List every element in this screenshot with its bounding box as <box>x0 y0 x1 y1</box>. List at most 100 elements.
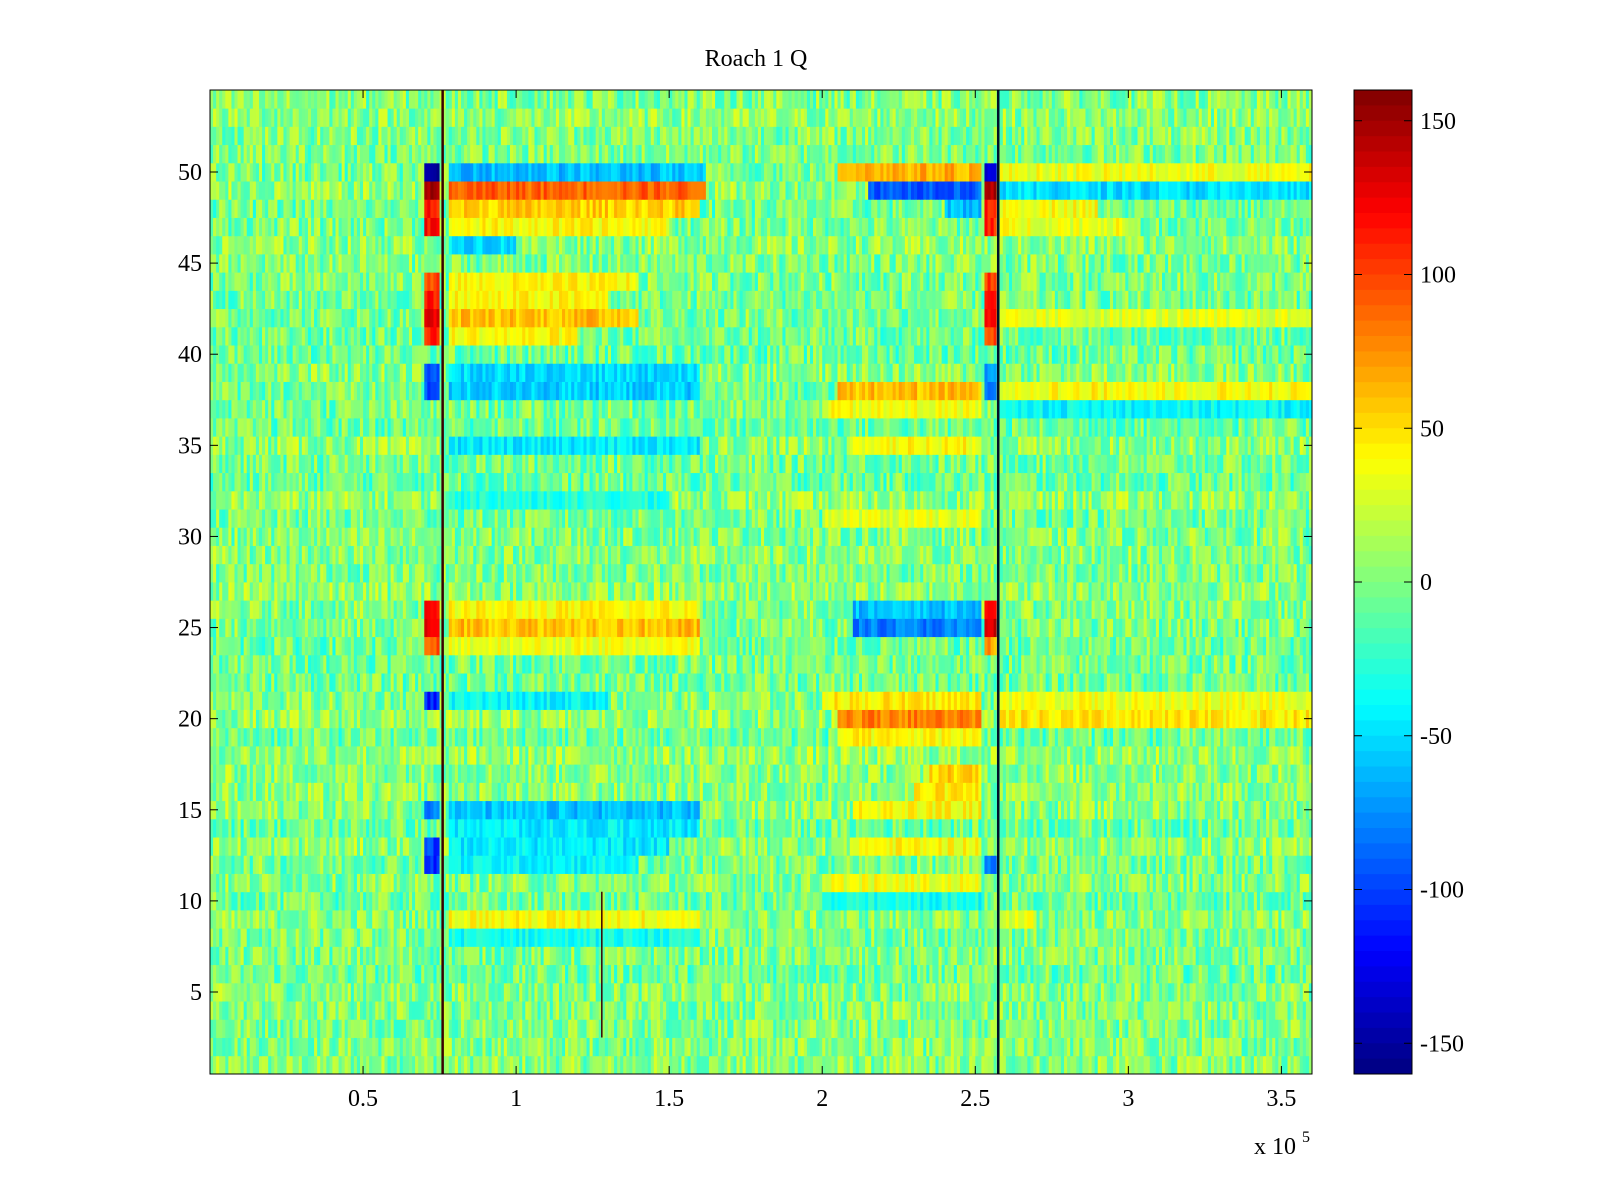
heatmap-cell <box>736 982 740 1002</box>
heatmap-cell <box>1299 910 1304 929</box>
heatmap-cell <box>797 818 802 838</box>
heatmap-cell <box>1207 1001 1212 1020</box>
heatmap-cell <box>1122 1019 1126 1038</box>
heatmap-cell <box>335 855 339 874</box>
heatmap-cell <box>427 873 431 893</box>
heatmap-cell <box>935 837 939 856</box>
heatmap-cell <box>978 837 982 856</box>
heatmap-cell <box>635 1055 639 1075</box>
heatmap-cell <box>858 837 863 856</box>
heatmap-cell <box>271 964 275 984</box>
heatmap-cell <box>712 1037 716 1057</box>
heatmap-cell <box>234 910 238 929</box>
heatmap-cell <box>825 964 829 984</box>
heatmap-cell <box>457 891 462 911</box>
heatmap-cell <box>871 1001 875 1020</box>
heatmap-cell <box>470 1037 474 1057</box>
heatmap-cell <box>558 1019 563 1038</box>
heatmap-cell <box>1027 964 1031 984</box>
heatmap-cell <box>387 910 391 929</box>
heatmap-cell <box>1278 1001 1282 1020</box>
heatmap-cell <box>1259 1055 1264 1075</box>
heatmap-cell <box>586 1001 590 1020</box>
heatmap-cell <box>378 1037 382 1057</box>
heatmap-cell <box>479 946 483 966</box>
heatmap-cell <box>1299 1019 1304 1038</box>
heatmap-cell <box>816 891 820 911</box>
heatmap-cell <box>216 910 220 929</box>
heatmap-cell <box>730 1037 734 1057</box>
heatmap-cell <box>1250 1037 1255 1057</box>
heatmap-cell <box>687 837 691 856</box>
heatmap-cell <box>341 982 346 1002</box>
heatmap-cell <box>1302 946 1307 966</box>
heatmap-cell <box>485 837 489 856</box>
heatmap-cell <box>1168 837 1172 856</box>
heatmap-cell <box>705 982 710 1002</box>
heatmap-cell <box>1287 873 1291 893</box>
heatmap-cell <box>751 910 756 929</box>
heatmap-cell <box>987 910 991 929</box>
heatmap-cell <box>611 818 615 838</box>
heatmap-cell <box>503 837 508 856</box>
heatmap-cell <box>1070 982 1074 1002</box>
heatmap-cell <box>323 1037 327 1057</box>
heatmap-cell <box>901 1019 906 1038</box>
heatmap-cell <box>1152 982 1157 1002</box>
heatmap-cell <box>344 891 349 911</box>
heatmap-cell <box>782 837 786 856</box>
heatmap-cell <box>840 982 845 1002</box>
heatmap-cell <box>907 910 912 929</box>
heatmap-cell <box>825 946 829 966</box>
heatmap-cell <box>1284 910 1288 929</box>
heatmap-cell <box>589 855 594 874</box>
heatmap-cell <box>843 818 848 838</box>
heatmap-cell <box>1079 946 1083 966</box>
heatmap-cell <box>819 855 823 874</box>
heatmap-cell <box>1275 1019 1279 1038</box>
heatmap-cell <box>828 910 832 929</box>
heatmap-cell <box>546 964 551 984</box>
heatmap-cell <box>445 928 450 947</box>
heatmap-cell <box>1171 1019 1175 1038</box>
heatmap-cell <box>522 982 526 1002</box>
heatmap-cell <box>314 964 318 984</box>
heatmap-cell <box>1073 928 1077 947</box>
heatmap-cell <box>809 910 814 929</box>
heatmap-cell <box>513 928 517 947</box>
heatmap-cell <box>335 873 339 893</box>
heatmap-cell <box>234 1019 238 1038</box>
heatmap-cell <box>243 855 248 874</box>
heatmap-cell <box>399 910 404 929</box>
heatmap-cell <box>1177 891 1181 911</box>
heatmap-cell <box>503 928 508 947</box>
heatmap-cell <box>806 855 811 874</box>
heatmap-cell <box>1269 873 1273 893</box>
heatmap-cell <box>684 910 688 929</box>
heatmap-cell <box>1054 910 1059 929</box>
heatmap-cell <box>1140 910 1145 929</box>
heatmap-cell <box>767 837 771 856</box>
heatmap-cell <box>1005 1055 1010 1075</box>
heatmap-cell <box>470 891 474 911</box>
heatmap-cell <box>445 873 450 893</box>
heatmap-cell <box>1235 946 1239 966</box>
heatmap-cell <box>488 1019 493 1038</box>
heatmap-cell <box>923 946 927 966</box>
heatmap-cell <box>1308 837 1313 856</box>
heatmap-cell <box>534 891 538 911</box>
heatmap-cell <box>617 873 621 893</box>
heatmap-cell <box>445 891 450 911</box>
heatmap-cell <box>454 910 459 929</box>
heatmap-cell <box>519 837 523 856</box>
heatmap-cell <box>923 818 927 838</box>
heatmap-cell <box>304 1037 309 1057</box>
heatmap-cell <box>1015 891 1019 911</box>
heatmap-cell <box>277 1019 281 1038</box>
heatmap-cell <box>274 818 278 838</box>
heatmap-cell <box>1186 891 1190 911</box>
heatmap-cell <box>537 910 541 929</box>
heatmap-cell <box>497 928 502 947</box>
heatmap-cell <box>408 928 413 947</box>
heatmap-cell <box>959 873 964 893</box>
